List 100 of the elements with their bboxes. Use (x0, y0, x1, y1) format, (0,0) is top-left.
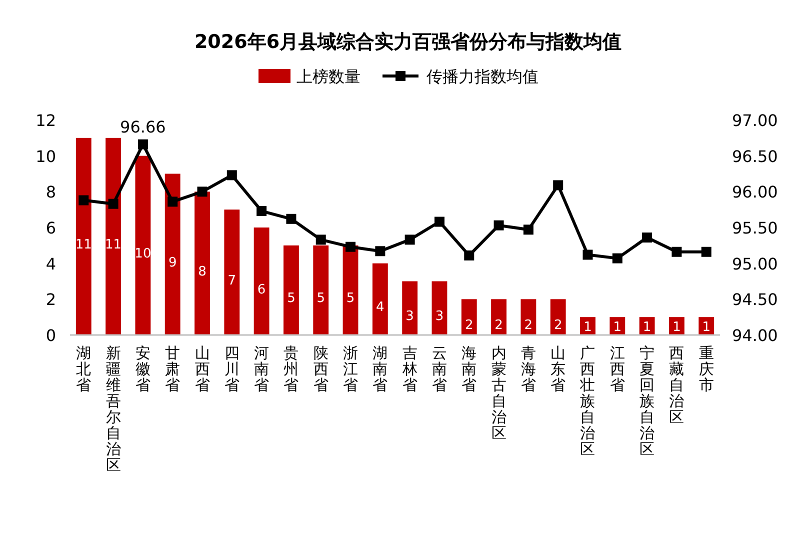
data-label: 5 (346, 291, 355, 306)
point (494, 220, 504, 230)
data-label: 1 (584, 320, 592, 336)
point (375, 246, 386, 256)
point (226, 170, 237, 180)
y-tick-label: 0 (46, 326, 56, 345)
bar (254, 228, 270, 335)
point (138, 139, 148, 150)
x-tick-label: 青海省 (520, 344, 536, 394)
point (316, 234, 326, 245)
data-label: 4 (376, 300, 384, 316)
bar (194, 192, 210, 335)
y2-tick-label: 94.00 (732, 326, 778, 345)
x-tick-label: 湖北省 (76, 344, 92, 394)
x-tick-label: 海南省 (462, 344, 477, 394)
chart-title: 2026年6月县域综合实力百强省份分布与指数均值 (194, 31, 622, 53)
bar (224, 210, 240, 335)
x-tick-label: 广西壮族自治区 (579, 344, 596, 458)
legend-label: 传播力指数均值 (426, 67, 538, 86)
x-tick-label: 宁夏回族自治区 (640, 344, 655, 458)
point (642, 232, 652, 243)
bar (461, 299, 477, 335)
point (464, 250, 474, 260)
y-tick-label: 4 (46, 254, 56, 274)
x-tick-label: 山东省 (550, 344, 566, 394)
x-tick-label: 陕西省 (313, 344, 328, 394)
data-label: 3 (435, 309, 444, 324)
y-tick-label: 6 (46, 218, 56, 238)
y2-tick-label: 95.00 (732, 254, 778, 274)
x-tick-label: 新疆维吾尔自治区 (106, 344, 121, 474)
data-label: 2 (554, 318, 562, 334)
point (256, 206, 267, 216)
data-label: 2 (524, 318, 533, 334)
data-label: 96.66 (120, 117, 166, 136)
x-tick-label: 吉林省 (401, 344, 418, 394)
x-tick-label: 贵州省 (284, 344, 299, 394)
point (701, 246, 712, 257)
data-label: 11 (105, 237, 122, 252)
bar (135, 156, 151, 335)
point (404, 234, 415, 245)
data-label: 1 (702, 320, 710, 336)
data-label: 2 (464, 318, 474, 334)
data-label: 5 (287, 291, 296, 306)
data-label: 1 (613, 320, 622, 336)
x-tick-label: 西藏自治区 (669, 344, 684, 426)
x-tick-label: 四川省 (224, 344, 240, 394)
point (286, 214, 296, 224)
y-tick-label: 12 (36, 111, 56, 130)
point (108, 198, 118, 209)
y-tick-label: 8 (46, 182, 56, 202)
data-label: 2 (494, 318, 503, 334)
bar (164, 174, 180, 335)
y2-tick-label: 96.50 (732, 146, 778, 166)
bar (491, 299, 506, 335)
data-label: 8 (198, 264, 206, 280)
y-tick-label: 2 (46, 290, 56, 310)
point (346, 242, 356, 252)
bar (106, 138, 122, 335)
y2-tick-label: 95.50 (732, 218, 778, 238)
y2-tick-label: 96.00 (732, 182, 778, 202)
point (672, 246, 682, 257)
x-tick-label: 重庆市 (698, 344, 714, 394)
data-label: 1 (672, 320, 681, 336)
data-label: 1 (642, 320, 652, 336)
bar (76, 138, 92, 335)
data-label: 7 (228, 273, 236, 288)
bar (402, 281, 418, 335)
y-tick-label: 10 (36, 146, 56, 166)
point (197, 186, 208, 197)
bar (550, 299, 566, 335)
x-tick-label: 山西省 (194, 344, 210, 394)
y2-tick-label: 97.00 (732, 111, 778, 130)
bar (313, 245, 329, 335)
x-tick-label: 江西省 (610, 344, 625, 394)
bar (432, 281, 448, 335)
x-tick-label: 湖南省 (372, 344, 388, 394)
point (523, 224, 534, 235)
legend-label: 上榜数量 (296, 67, 360, 86)
data-label: 5 (316, 291, 326, 306)
bar (520, 299, 536, 335)
data-label: 10 (134, 246, 152, 262)
bar (284, 245, 299, 335)
x-tick-label: 河南省 (254, 344, 270, 394)
x-tick-label: 安徽省 (135, 344, 150, 394)
point (553, 180, 564, 190)
point (582, 250, 593, 260)
y2-tick-label: 94.50 (732, 290, 778, 310)
x-tick-label: 浙江省 (343, 344, 358, 394)
x-tick-label: 云南省 (432, 344, 447, 394)
x-tick-label: 内蒙古自治区 (491, 344, 506, 442)
point (434, 216, 444, 227)
data-label: 3 (406, 309, 414, 324)
data-label: 6 (257, 282, 266, 298)
data-label: 11 (75, 237, 92, 252)
data-label: 9 (168, 255, 177, 270)
bar (372, 263, 388, 335)
x-tick-label: 甘肃省 (165, 344, 180, 394)
point (168, 196, 178, 207)
point (612, 253, 622, 264)
point (78, 195, 89, 206)
